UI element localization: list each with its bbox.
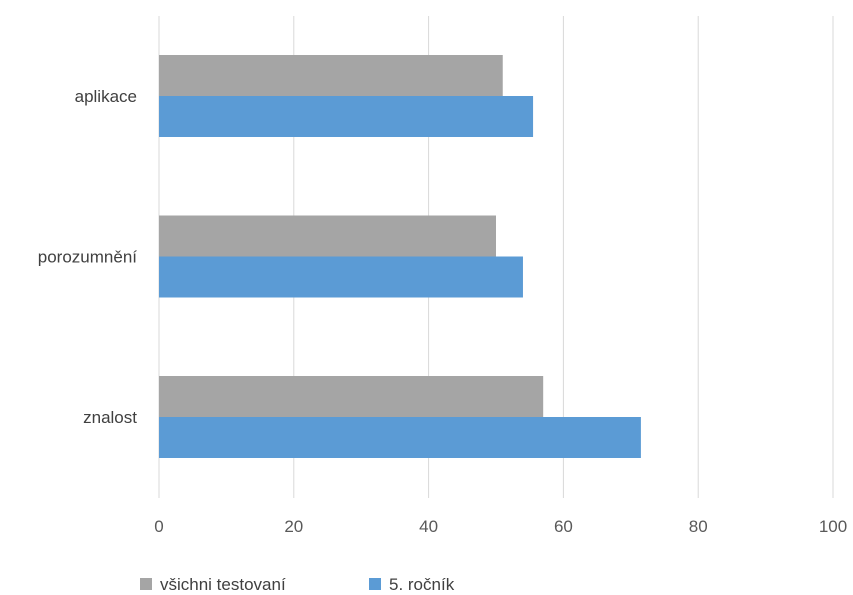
x-tick-label-100: 100 [819,517,847,536]
legend-swatch-1 [369,578,381,590]
bar-grade-5-1 [159,256,523,298]
legend-swatch-0 [140,578,152,590]
x-axis: 0 20 40 60 80 100 [154,517,847,536]
legend: všichni testovaní 5. ročník [140,575,455,594]
bar-grade-5-2 [159,417,641,458]
legend-item-0: všichni testovaní [140,575,286,594]
category-label-2: znalost [83,408,137,427]
bar-grade-5-0 [159,96,534,137]
category-label-1: porozumnění [38,248,138,267]
bar-all-tested-1 [159,215,496,257]
x-tick-label-20: 20 [284,517,303,536]
legend-label-1: 5. ročník [389,575,455,594]
bar-all-tested-2 [159,376,544,417]
x-tick-label-40: 40 [419,517,438,536]
category-labels: aplikace porozumnění znalost [38,87,138,427]
bar-all-tested-0 [159,55,503,96]
x-tick-label-60: 60 [554,517,573,536]
x-tick-label-0: 0 [154,517,163,536]
x-tick-label-80: 80 [689,517,708,536]
bars [159,55,641,458]
legend-item-1: 5. ročník [369,575,455,594]
legend-label-0: všichni testovaní [160,575,286,594]
category-label-0: aplikace [75,87,137,106]
